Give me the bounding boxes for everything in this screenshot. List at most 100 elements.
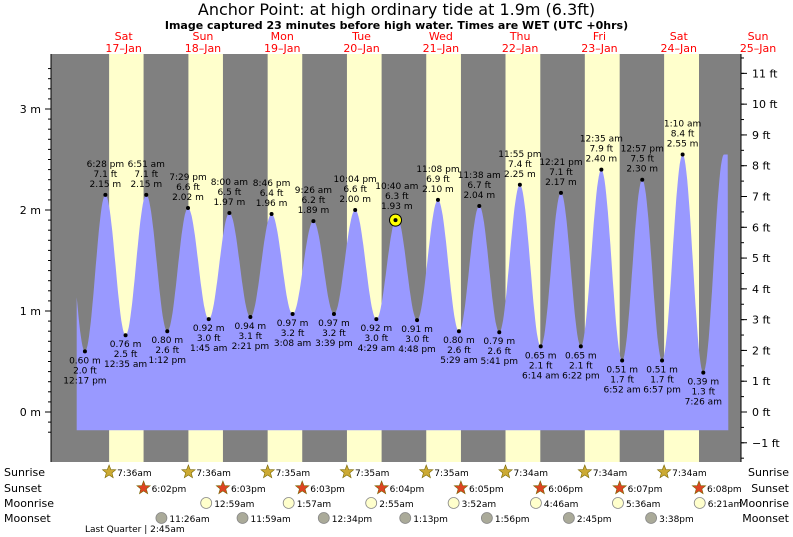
moonrise-time: 2:55am — [379, 500, 414, 510]
tide-extreme-dot — [435, 197, 440, 202]
tide-extreme-dot — [497, 330, 502, 335]
day-of-week-label: Wed — [429, 30, 453, 43]
day-of-week-label: Mon — [271, 30, 294, 43]
high-tide-meters: 2.17 m — [545, 178, 577, 188]
high-tide-time: 8:46 pm — [253, 179, 291, 189]
axes: 0 m 1 m 2 m 3 m −1 ft 0 ft 1 ft 2 ft 3 ft 4 ft 5 f… — [20, 54, 780, 462]
high-tide-feet: 6.9 ft — [426, 175, 450, 185]
high-tide-feet: 6.5 ft — [218, 188, 242, 198]
left-tick-label: 0 m — [20, 406, 41, 419]
high-tide-feet: 7.5 ft — [630, 155, 654, 165]
sunrise-time: 7:35am — [355, 469, 390, 479]
low-tide-feet: 3.2 ft — [281, 329, 305, 339]
sunset-time: 6:03pm — [231, 485, 266, 495]
high-tide-meters: 2.10 m — [422, 185, 454, 195]
tide-extreme-dot — [660, 358, 665, 363]
low-tide-feet: 2.5 ft — [114, 350, 138, 360]
sunset-time: 6:08pm — [707, 485, 742, 495]
moonset-time: 11:59am — [251, 515, 291, 525]
moonrise-moon-icon — [693, 497, 706, 509]
moonrise-time: 6:21am — [708, 500, 743, 510]
moonset-time: 1:13pm — [413, 515, 448, 525]
moonset-moon-icon — [645, 512, 657, 524]
tide-extreme-dot — [144, 192, 149, 197]
low-tide-feet: 3.0 ft — [197, 334, 221, 344]
high-tide-feet: 7.1 ft — [94, 170, 118, 180]
sunrise-star-icon — [577, 464, 593, 479]
low-tide-meters: 0.91 m — [401, 325, 433, 335]
tide-extreme-dot — [538, 344, 543, 349]
right-tick-label: 4 ft — [752, 283, 771, 296]
high-tide-meters: 2.40 m — [586, 155, 618, 165]
tide-extreme-dot — [248, 315, 253, 320]
tide-extreme-dot — [701, 370, 706, 375]
high-tide-feet: 6.4 ft — [260, 189, 284, 199]
date-label: 18–Jan — [185, 42, 221, 55]
moonrise-row-label-right: Moonrise — [739, 497, 789, 510]
sunset-time: 6:02pm — [152, 485, 187, 495]
low-tide-feet: 2.6 ft — [487, 347, 511, 357]
low-tide-time: 6:14 am — [522, 371, 559, 381]
low-tide-time: 2:21 pm — [232, 342, 270, 352]
sunset-row-label-left: Sunset — [4, 482, 42, 495]
moonset-moon-icon — [562, 512, 575, 524]
right-tick-label: 3 ft — [752, 314, 771, 327]
sunset-time: 6:07pm — [628, 485, 663, 495]
high-tide-time: 7:29 pm — [169, 173, 207, 183]
high-tide-time: 10:40 am — [375, 182, 418, 192]
low-tide-feet: 2.6 ft — [447, 346, 471, 356]
tide-extreme-dot — [558, 190, 563, 195]
sunset-star-icon — [453, 480, 469, 495]
sunset-star-icon — [374, 480, 390, 495]
low-tide-meters: 0.65 m — [565, 351, 597, 361]
tide-extreme-dot — [415, 318, 420, 323]
low-tide-meters: 0.80 m — [151, 336, 183, 346]
sunrise-star-icon — [498, 464, 514, 479]
tide-extreme-dot — [290, 312, 295, 317]
sunrise-time: 7:34am — [514, 469, 549, 479]
high-tide-meters: 2.02 m — [172, 193, 204, 203]
high-tide-time: 6:28 pm — [87, 160, 125, 170]
high-tide-feet: 6.2 ft — [302, 196, 326, 206]
moonset-time: 12:34pm — [332, 515, 372, 525]
low-tide-meters: 0.97 m — [318, 319, 350, 329]
moonrise-time: 5:36am — [626, 500, 661, 510]
sunrise-time: 7:34am — [672, 469, 707, 479]
low-tide-feet: 2.1 ft — [529, 361, 553, 371]
low-tide-time: 4:48 pm — [398, 345, 436, 355]
day-of-week-label: Fri — [593, 30, 606, 43]
sunrise-star-icon — [339, 464, 355, 479]
high-tide-feet: 6.7 ft — [467, 181, 491, 191]
low-tide-meters: 0.39 m — [687, 378, 719, 388]
high-tide-feet: 7.1 ft — [549, 168, 573, 178]
low-tide-time: 6:52 am — [603, 385, 640, 395]
low-tide-feet: 2.1 ft — [569, 361, 593, 371]
high-tide-time: 11:38 am — [458, 171, 501, 181]
right-tick-label: 6 ft — [752, 221, 771, 234]
high-tide-time: 12:57 pm — [621, 145, 664, 155]
day-of-week-label: Sun — [192, 30, 213, 43]
date-label: 21–Jan — [423, 42, 459, 55]
date-label: 24–Jan — [661, 42, 697, 55]
moonset-moon-icon — [236, 512, 249, 524]
high-tide-feet: 6.3 ft — [385, 192, 409, 202]
low-tide-feet: 2.0 ft — [73, 366, 97, 376]
chart-subtitle: Image captured 23 minutes before high wa… — [164, 19, 629, 32]
moonrise-time: 4:46am — [544, 500, 579, 510]
sunset-star-icon — [532, 480, 548, 495]
low-tide-meters: 0.92 m — [193, 324, 225, 334]
sunrise-time: 7:36am — [196, 469, 231, 479]
high-tide-meters: 1.96 m — [256, 199, 288, 209]
low-tide-time: 12:35 am — [104, 360, 147, 370]
high-tide-meters: 2.00 m — [339, 195, 371, 205]
tide-extreme-dot — [456, 329, 461, 334]
tide-extreme-dot — [517, 182, 522, 187]
low-tide-feet: 1.7 ft — [610, 375, 634, 385]
moonset-row-label-left: Moonset — [4, 512, 51, 525]
right-tick-label: 8 ft — [752, 160, 771, 173]
high-tide-meters: 1.93 m — [381, 202, 413, 212]
tide-extreme-dot — [331, 312, 336, 317]
low-tide-feet: 1.7 ft — [650, 375, 674, 385]
